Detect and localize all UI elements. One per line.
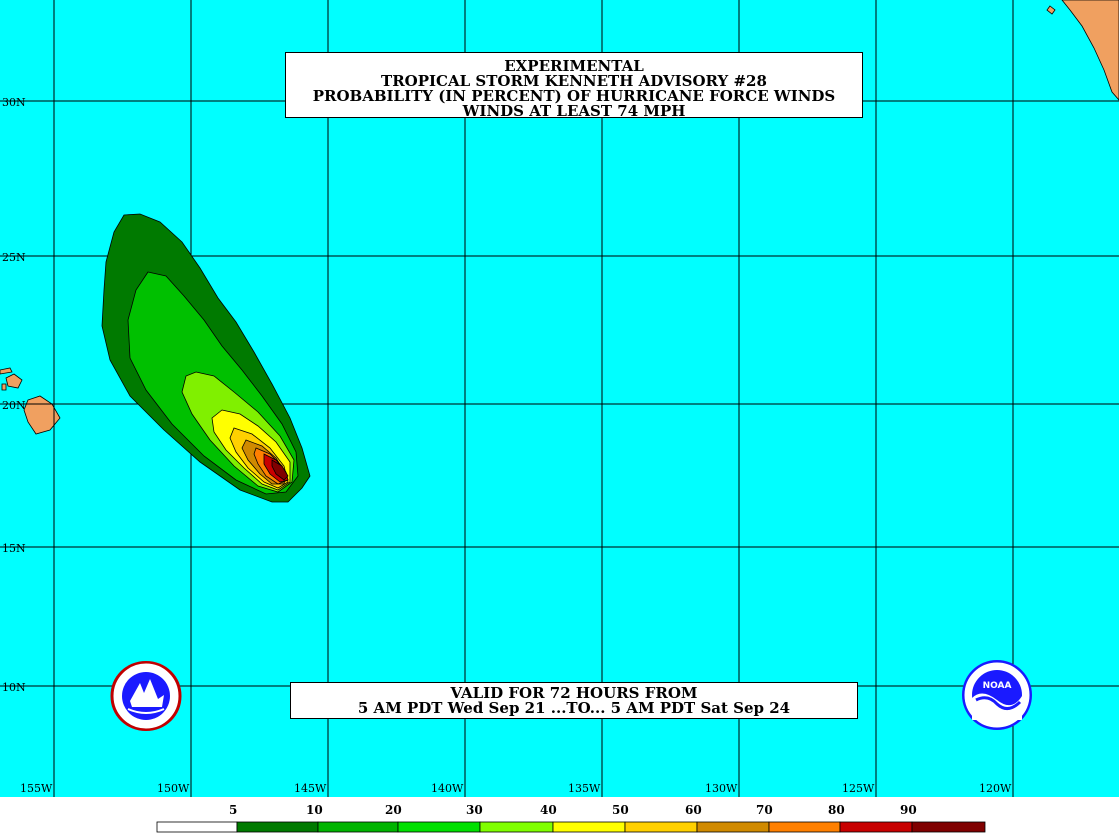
noaa-logo-icon: NOAA — [962, 660, 1032, 730]
colorbar-swatch — [696, 821, 770, 833]
hawaii-big-island — [23, 395, 61, 435]
lon-label-150w: 150W — [157, 782, 190, 795]
colorbar: 5 10 20 30 40 50 60 70 80 90 — [156, 803, 986, 833]
lon-label-140w: 140W — [431, 782, 464, 795]
colorbar-label-20: 20 — [385, 803, 402, 817]
contour-80 — [271, 459, 289, 481]
colorbar-label-5: 5 — [229, 803, 237, 817]
valid-period-box: VALID FOR 72 HOURS FROM 5 AM PDT Wed Sep… — [290, 682, 858, 719]
lat-label-30n: 30N — [2, 96, 26, 109]
colorbar-label-30: 30 — [466, 803, 483, 817]
valid-line-2: 5 AM PDT Wed Sep 21 ...TO... 5 AM PDT Sa… — [357, 699, 791, 717]
nws-logo-icon — [110, 661, 182, 731]
colorbar-label-70: 70 — [756, 803, 773, 817]
svg-text:NOAA: NOAA — [983, 681, 1012, 691]
hawaii-maui — [5, 373, 23, 389]
colorbar-swatch — [236, 821, 319, 833]
lon-label-145w: 145W — [294, 782, 327, 795]
valid-line-1: VALID FOR 72 HOURS FROM — [450, 684, 698, 702]
colorbar-swatch — [397, 821, 481, 833]
colorbar-swatch — [552, 821, 626, 833]
title-line-4: WINDS AT LEAST 74 MPH — [462, 102, 686, 120]
colorbar-swatch — [317, 821, 399, 833]
colorbar-label-40: 40 — [540, 803, 557, 817]
colorbar-swatch — [839, 821, 913, 833]
colorbar-swatch — [479, 821, 554, 833]
lat-label-25n: 25N — [2, 251, 26, 264]
lon-label-120w: 120W — [979, 782, 1012, 795]
latitude-labels: 30N 25N 20N 15N 10N — [2, 96, 26, 694]
colorbar-swatches — [156, 821, 986, 833]
colorbar-swatch — [768, 821, 841, 833]
title-line-1: EXPERIMENTAL — [504, 57, 644, 75]
colorbar-label-10: 10 — [306, 803, 323, 817]
colorbar-label-80: 80 — [828, 803, 845, 817]
title-line-2: TROPICAL STORM KENNETH ADVISORY #28 — [381, 72, 767, 90]
lat-label-10n: 10N — [2, 681, 26, 694]
north-america-coast — [1061, 0, 1119, 101]
lat-label-15n: 15N — [2, 542, 26, 555]
land — [0, 0, 1119, 435]
colorbar-label-60: 60 — [685, 803, 702, 817]
colorbar-swatch — [911, 821, 986, 833]
title-line-3: PROBABILITY (IN PERCENT) OF HURRICANE FO… — [312, 87, 836, 105]
colorbar-swatch — [624, 821, 698, 833]
colorbar-labels: 5 10 20 30 40 50 60 70 80 90 — [229, 803, 917, 817]
colorbar-label-90: 90 — [900, 803, 917, 817]
lon-label-125w: 125W — [842, 782, 875, 795]
colorbar-label-50: 50 — [612, 803, 629, 817]
hawaii-lanai — [1, 383, 7, 391]
lon-label-130w: 130W — [705, 782, 738, 795]
title-box: EXPERIMENTAL TROPICAL STORM KENNETH ADVI… — [285, 52, 863, 120]
lon-label-135w: 135W — [568, 782, 601, 795]
hawaii-molokai — [0, 367, 13, 375]
lat-label-20n: 20N — [2, 399, 26, 412]
colorbar-swatch — [156, 821, 238, 833]
longitude-labels: 155W 150W 145W 140W 135W 130W 125W 120W — [20, 782, 1012, 795]
lon-label-155w: 155W — [20, 782, 53, 795]
probability-contours — [101, 213, 311, 503]
coast-islet — [1046, 5, 1056, 15]
